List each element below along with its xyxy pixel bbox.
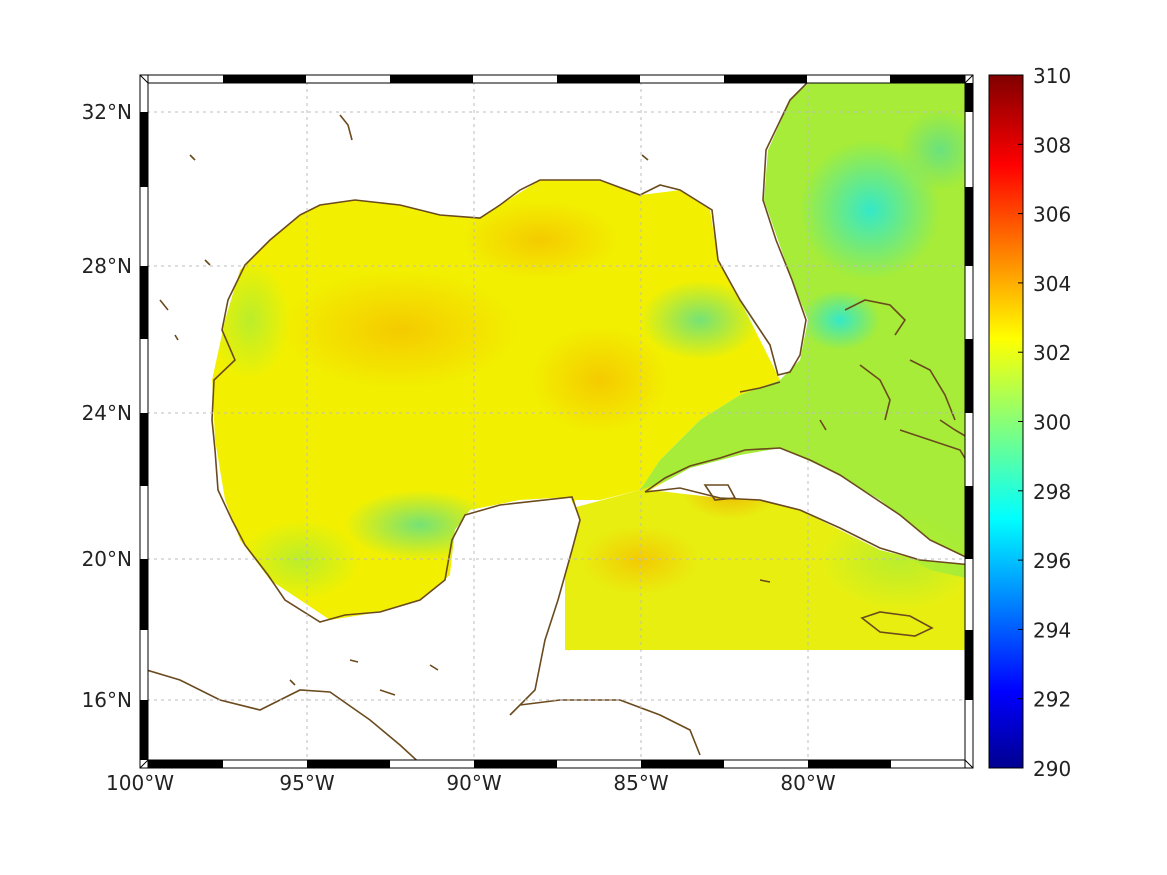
north-gulf-coast-land (140, 75, 600, 768)
colorbar: 310 308 306 304 302 300 298 296 294 292 290 (988, 64, 1071, 781)
coastline-florida-keys (739, 381, 827, 431)
lat-tick-label: 28°N (82, 254, 132, 278)
lon-tick-label: 85°W (613, 771, 668, 795)
coastline-isla-juventud (703, 484, 737, 501)
colorbar-tick-label: 304 (1033, 272, 1071, 296)
colorbar-tick-label: 296 (1033, 549, 1071, 573)
lon-tick-label: 100°W (106, 771, 174, 795)
florida-land (600, 80, 812, 370)
lat-tick-label: 16°N (82, 688, 132, 712)
lat-tick-label: 32°N (82, 100, 132, 124)
colorbar-tick-label: 298 (1033, 480, 1071, 504)
coastline-cuba (644, 447, 973, 566)
lat-tick-label: 24°N (82, 401, 132, 425)
colorbar-ticks: 310 308 306 304 302 300 298 296 294 292 290 (1018, 64, 1071, 781)
sea-surface-temperature-field (140, 75, 973, 768)
lat-tick-label: 20°N (82, 547, 132, 571)
grid-lines (140, 75, 973, 768)
coastline-west-gulf (211, 214, 581, 716)
colorbar-gradient (988, 74, 1024, 769)
colorbar-tick-label: 308 (1033, 133, 1071, 157)
caribbean-water (565, 470, 973, 690)
colorbar-tick-label: 310 (1033, 64, 1071, 88)
cuba-land (650, 448, 972, 565)
lon-tick-labels: 100°W 95°W 90°W 85°W 80°W (106, 771, 836, 795)
coastline-jamaica (860, 611, 934, 637)
colorbar-tick-label: 290 (1033, 757, 1071, 781)
lon-tick-label: 90°W (446, 771, 501, 795)
coastline-honduras (519, 699, 701, 756)
coastline-misc-islands (159, 114, 771, 696)
coastline-bahamas (844, 299, 973, 471)
colorbar-tick-label: 302 (1033, 341, 1071, 365)
lon-tick-label: 95°W (279, 771, 334, 795)
lat-tick-labels: 32°N 28°N 24°N 20°N 16°N (82, 100, 132, 712)
coastline-central-america (140, 667, 426, 768)
map-frame (139, 74, 974, 769)
colorbar-tick-label: 292 (1033, 688, 1071, 712)
lon-tick-label: 80°W (780, 771, 835, 795)
coastlines (140, 77, 973, 768)
colorbar-tick-label: 294 (1033, 618, 1071, 642)
colorbar-tick-label: 306 (1033, 203, 1071, 227)
coastline-gulf (299, 77, 813, 376)
colorbar-tick-label: 300 (1033, 411, 1071, 435)
